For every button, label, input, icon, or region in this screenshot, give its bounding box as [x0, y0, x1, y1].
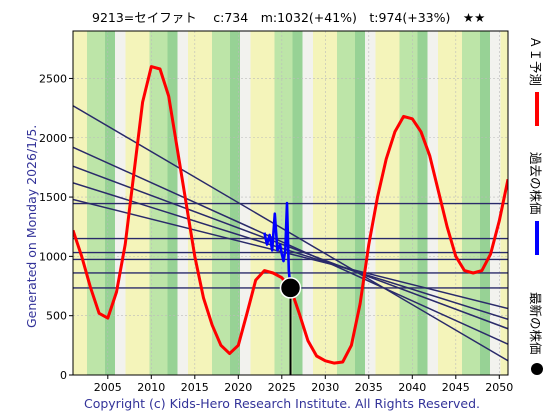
x-tick-label: 2010 [137, 381, 165, 394]
trend-line [73, 182, 508, 320]
y-tick-label: 1500 [39, 191, 67, 204]
trend-line [73, 105, 508, 362]
legend-dot-icon [531, 363, 543, 375]
chart-title: 9213=セイファト c:734 m:1032(+41%) t:974(+33%… [92, 10, 485, 25]
series-past-price-line [263, 201, 292, 289]
y-tick-label: 2000 [39, 132, 67, 145]
legend-item: 過去の株価 [528, 152, 543, 255]
x-tick-label: 2020 [224, 381, 252, 394]
latest-price-marker [279, 277, 302, 299]
legend-label: ＡＩ予測 [528, 36, 543, 86]
y-tick-label: 500 [46, 310, 67, 323]
band-green [543, 31, 553, 375]
x-tick-label: 2050 [485, 381, 513, 394]
y-tick-label: 0 [60, 369, 67, 382]
x-tick-label: 2035 [355, 381, 383, 394]
trend-line [73, 165, 508, 330]
x-tick-label: 2045 [442, 381, 470, 394]
copyright-text: Copyright (c) Kids-Hero Research Institu… [84, 396, 480, 411]
x-axis-ticks: 2005 2010 2015 2020 2025 2030 2035 2040 2045 2050 [94, 375, 513, 394]
legend-item: 最新の株価 [528, 292, 543, 375]
y-tick-label: 1000 [39, 250, 67, 263]
trend-line [73, 198, 508, 310]
trend-lines [73, 105, 508, 362]
y-axis-ticks: 0 500 1000 1500 2000 2500 [39, 72, 73, 382]
plot-area [72, 30, 553, 376]
legend-item: ＡＩ予測 [528, 36, 543, 126]
x-tick-label: 2030 [311, 381, 339, 394]
legend-label: 最新の株価 [528, 292, 543, 355]
x-tick-label: 2015 [181, 381, 209, 394]
x-tick-label: 2005 [94, 381, 122, 394]
latest-marker-group [279, 277, 302, 375]
legend-label: 過去の株価 [528, 152, 543, 215]
plot-frame [72, 30, 509, 376]
y-tick-label: 2500 [39, 72, 67, 85]
trend-line [73, 146, 508, 345]
generated-date-label: Generated on Monday 2026/1/5. [24, 125, 39, 328]
x-tick-label: 2040 [398, 381, 426, 394]
x-tick-label: 2025 [268, 381, 296, 394]
